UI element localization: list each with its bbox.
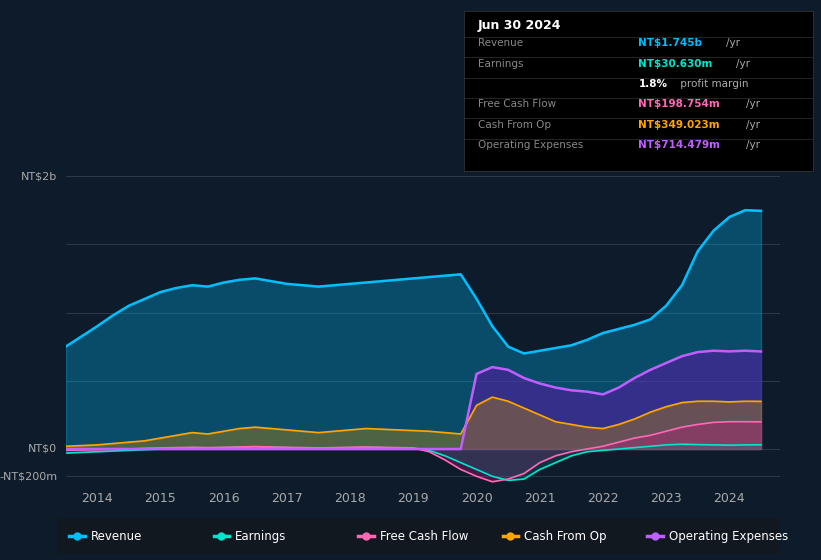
Text: Free Cash Flow: Free Cash Flow: [478, 100, 556, 109]
Text: Jun 30 2024: Jun 30 2024: [478, 19, 562, 32]
Text: NT$30.630m: NT$30.630m: [639, 59, 713, 68]
Text: NT$198.754m: NT$198.754m: [639, 100, 720, 109]
Text: Operating Expenses: Operating Expenses: [668, 530, 788, 543]
Text: /yr: /yr: [745, 100, 759, 109]
Text: NT$1.745b: NT$1.745b: [639, 38, 702, 48]
Text: Operating Expenses: Operating Expenses: [478, 140, 583, 150]
Text: /yr: /yr: [736, 59, 750, 68]
Text: NT$714.479m: NT$714.479m: [639, 140, 720, 150]
Text: NT$2b: NT$2b: [21, 171, 57, 181]
Text: NT$0: NT$0: [29, 444, 57, 454]
Text: /yr: /yr: [727, 38, 741, 48]
Text: 1.8%: 1.8%: [639, 79, 667, 89]
Text: Revenue: Revenue: [90, 530, 142, 543]
Text: Revenue: Revenue: [478, 38, 523, 48]
Text: /yr: /yr: [745, 140, 759, 150]
Text: -NT$200m: -NT$200m: [0, 472, 57, 481]
Text: /yr: /yr: [745, 120, 759, 130]
Text: profit margin: profit margin: [677, 79, 749, 89]
Text: Cash From Op: Cash From Op: [524, 530, 607, 543]
Text: NT$349.023m: NT$349.023m: [639, 120, 720, 130]
Text: Free Cash Flow: Free Cash Flow: [379, 530, 468, 543]
Text: Earnings: Earnings: [478, 59, 523, 68]
Text: Earnings: Earnings: [235, 530, 287, 543]
Text: Cash From Op: Cash From Op: [478, 120, 551, 130]
